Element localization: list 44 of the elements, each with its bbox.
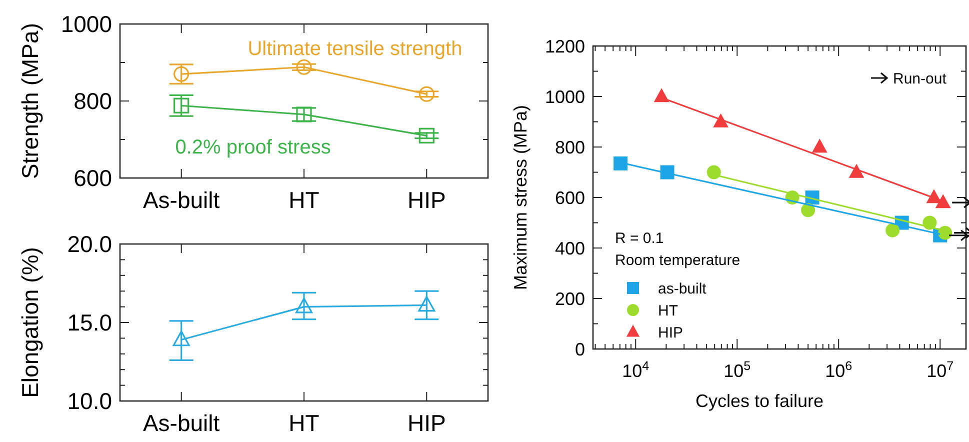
annotation: Room temperature	[615, 252, 740, 269]
y-tick-label: 1000	[60, 11, 112, 38]
y-tick-label: 10.0	[67, 388, 112, 414]
x-tick-label: 10$^{6}$	[825, 359, 852, 381]
y-tick-label: 600	[554, 188, 585, 208]
x-tick-label: 10$^{5}$	[724, 359, 751, 381]
x-tick-label: 10$^{7}$	[926, 359, 954, 381]
legend-label: HIP	[658, 324, 684, 342]
point	[418, 128, 434, 144]
point	[174, 98, 190, 114]
legend-label: as-built	[658, 280, 708, 298]
point	[296, 106, 312, 122]
y-tick-label: 1200	[544, 36, 585, 56]
point	[418, 296, 436, 312]
x-tick-label: HT	[288, 187, 320, 213]
point	[296, 298, 312, 314]
x-tick-label: HT	[288, 410, 320, 436]
y-tick-label: 20.0	[67, 231, 112, 258]
x-tick-label: As-built	[142, 410, 220, 436]
annotation: Run-out	[893, 70, 948, 88]
x-tick-label: 10$^{4}$	[622, 359, 650, 381]
x-tick-label: As-built	[142, 187, 220, 213]
y-tick-label: 0	[574, 339, 585, 360]
y-tick-label: 600	[74, 165, 112, 192]
y-tick-label: 800	[554, 137, 585, 158]
point	[296, 59, 312, 75]
point	[418, 86, 434, 102]
series-label: 0.2% proof stress	[175, 136, 331, 158]
series-label: Ultimate tensile strength	[248, 38, 462, 60]
y-tick-label: 1000	[544, 86, 585, 107]
y-tick-label: 15.0	[67, 310, 112, 336]
y-axis-title: Maximum stress (MPa)	[510, 104, 530, 290]
legend-label: HT	[658, 302, 678, 320]
y-axis-title: Strength (MPa)	[17, 23, 44, 179]
point	[174, 66, 190, 82]
y-tick-label: 200	[554, 288, 585, 309]
point	[172, 330, 190, 346]
y-tick-label: 400	[554, 238, 585, 258]
x-tick-label: HIP	[407, 410, 446, 436]
y-axis-title: Elongation (%)	[17, 247, 44, 398]
annotation: R = 0.1	[615, 230, 664, 247]
y-tick-label: 800	[74, 88, 112, 114]
x-tick-label: HIP	[407, 187, 446, 213]
x-axis-title: Cycles to failure	[695, 391, 824, 411]
